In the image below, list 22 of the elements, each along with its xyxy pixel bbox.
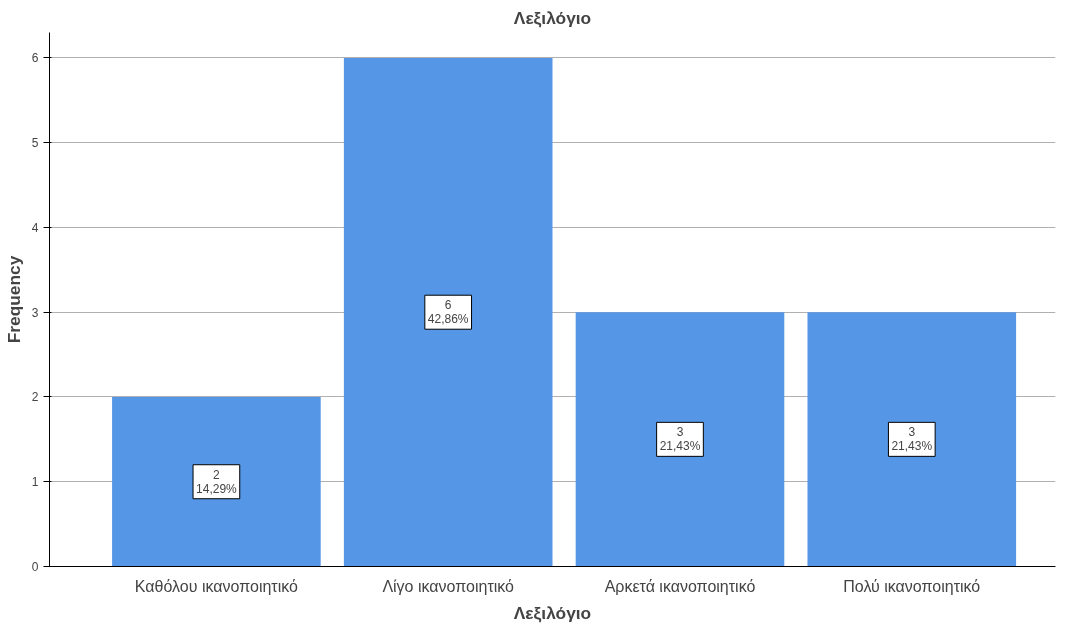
data-label: 3 21,43% [659,425,701,454]
bar [112,396,321,567]
y-tick-label: 0 [31,560,39,574]
x-axis-title: Λεξιλόγιο [513,602,592,623]
data-label: 6 42,86% [427,298,469,327]
x-tick-label: Αρκετά ικανοποιητικό [604,577,756,595]
y-tick-label: 1 [31,475,39,490]
data-label: 3 21,43% [891,425,933,454]
y-tick-label: 6 [31,51,39,66]
y-tick-label: 4 [31,220,39,235]
y-tick-label: 2 [31,390,39,405]
x-tick-label: Πολύ ικανοποιητικό [843,577,981,595]
y-axis-title: Frequency [3,255,24,344]
x-tick-label: Λίγο ικανοποιητικό [382,577,515,595]
bar [575,312,785,567]
y-tick-label: 3 [31,305,39,320]
y-tick-label: 5 [31,136,39,151]
bar [807,312,1017,567]
data-label: 2 14,29% [196,467,238,496]
bar [343,57,553,567]
chart-title: Λεξιλόγιο [513,7,592,28]
x-tick-label: Καθόλου ικανοποιητικό [134,577,299,595]
